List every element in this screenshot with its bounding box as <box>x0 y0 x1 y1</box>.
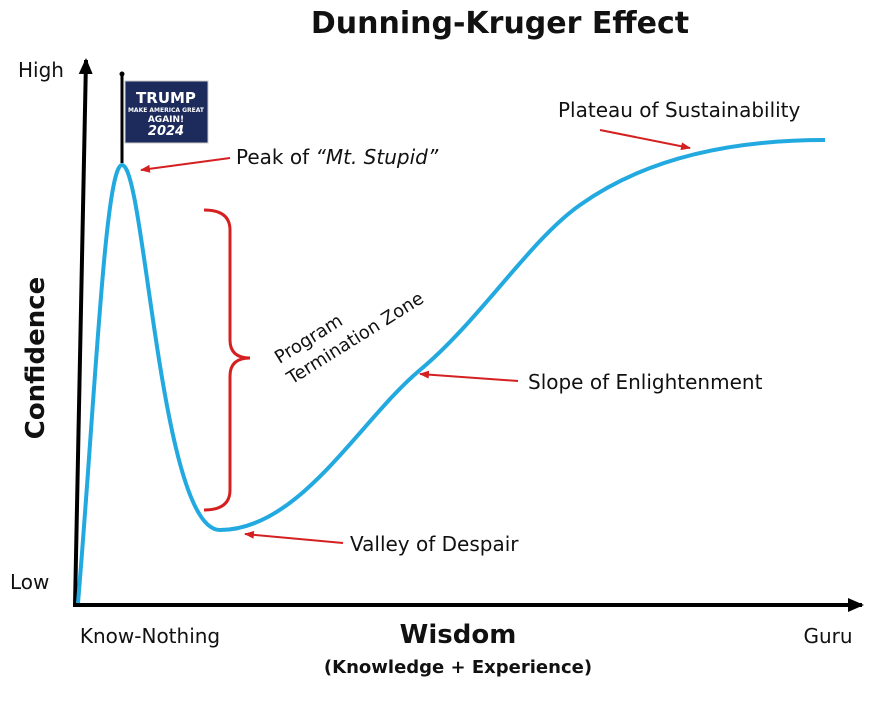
arrow <box>599 129 691 151</box>
peak-name: “Mt. Stupid” <box>315 145 438 169</box>
flag-pole-top <box>119 71 125 77</box>
curve <box>76 138 826 604</box>
title: Dunning-Kruger Effect <box>311 6 689 41</box>
y-label: Confidence <box>21 277 51 440</box>
valley-label: Valley of Despair <box>350 532 519 556</box>
plateau-label: Plateau of Sustainability <box>558 98 801 122</box>
x-left: Know-Nothing <box>80 624 220 648</box>
flag-text: MAKE AMERICA GREAT <box>128 107 205 114</box>
arrow <box>244 530 344 544</box>
flag-text: TRUMP <box>136 89 196 107</box>
flag-text: 2024 <box>148 124 184 139</box>
y-axis <box>73 58 93 607</box>
y-high: High <box>18 58 64 82</box>
bracket <box>203 208 251 512</box>
peak-label: Peak of “Mt. Stupid” <box>236 145 439 169</box>
x-sublabel: (Knowledge + Experience) <box>324 657 592 678</box>
slope-label: Slope of Enlightenment <box>528 370 763 394</box>
flag <box>124 80 209 144</box>
peak-prefix: Peak of <box>236 145 310 169</box>
arrow <box>419 370 519 382</box>
y-low: Low <box>10 570 49 594</box>
flag-text: AGAIN! <box>148 115 184 125</box>
x-right: Guru <box>803 624 852 648</box>
x-label: Wisdom <box>400 620 517 650</box>
arrow <box>140 157 231 173</box>
